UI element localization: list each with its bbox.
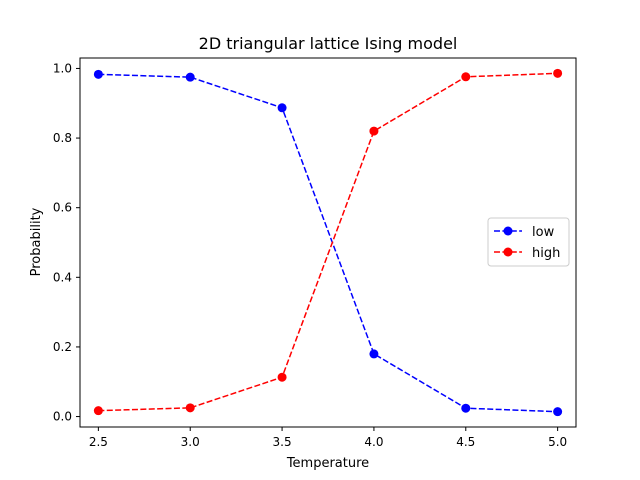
series-line-high (98, 72, 558, 412)
data-point-high (277, 372, 287, 382)
chart-title: 2D triangular lattice Ising model (199, 34, 458, 53)
series-line-low (98, 73, 558, 413)
data-point-low (553, 407, 563, 417)
legend-label-high: high (532, 246, 560, 261)
y-tick-label: 0.4 (53, 270, 72, 284)
y-tick-label: 0.8 (53, 131, 72, 145)
data-point-low (369, 349, 379, 359)
plot-area (93, 68, 563, 417)
x-tick-label: 4.0 (364, 435, 383, 449)
y-tick-label: 0.0 (53, 410, 72, 424)
data-point-low (93, 69, 103, 79)
data-point-high (369, 126, 379, 136)
data-point-high (93, 406, 103, 416)
data-point-high (553, 68, 563, 78)
y-tick-label: 1.0 (53, 61, 72, 75)
x-tick-label: 5.0 (548, 435, 567, 449)
y-tick-label: 0.6 (53, 201, 72, 215)
y-tick-label: 0.2 (53, 340, 72, 354)
legend-label-low: low (532, 225, 555, 240)
legend: low high (487, 217, 570, 267)
data-point-high (461, 72, 471, 82)
data-point-low (277, 103, 287, 113)
x-tick-label: 3.0 (181, 435, 200, 449)
data-point-low (185, 72, 195, 82)
data-point-high (185, 403, 195, 413)
x-tick-label: 2.5 (89, 435, 108, 449)
x-axis: 2.5 3.0 3.5 4.0 4.5 5.0 (89, 427, 567, 449)
axes-frame (79, 57, 577, 428)
x-tick-label: 3.5 (273, 435, 292, 449)
y-axis: 0.0 0.2 0.4 0.6 0.8 1.0 (53, 61, 80, 424)
x-tick-label: 4.5 (456, 435, 475, 449)
x-axis-label: Temperature (286, 456, 369, 471)
y-axis-label: Probability (29, 207, 44, 276)
legend-marker-high (503, 247, 513, 257)
data-point-low (461, 403, 471, 413)
legend-marker-low (503, 226, 513, 236)
